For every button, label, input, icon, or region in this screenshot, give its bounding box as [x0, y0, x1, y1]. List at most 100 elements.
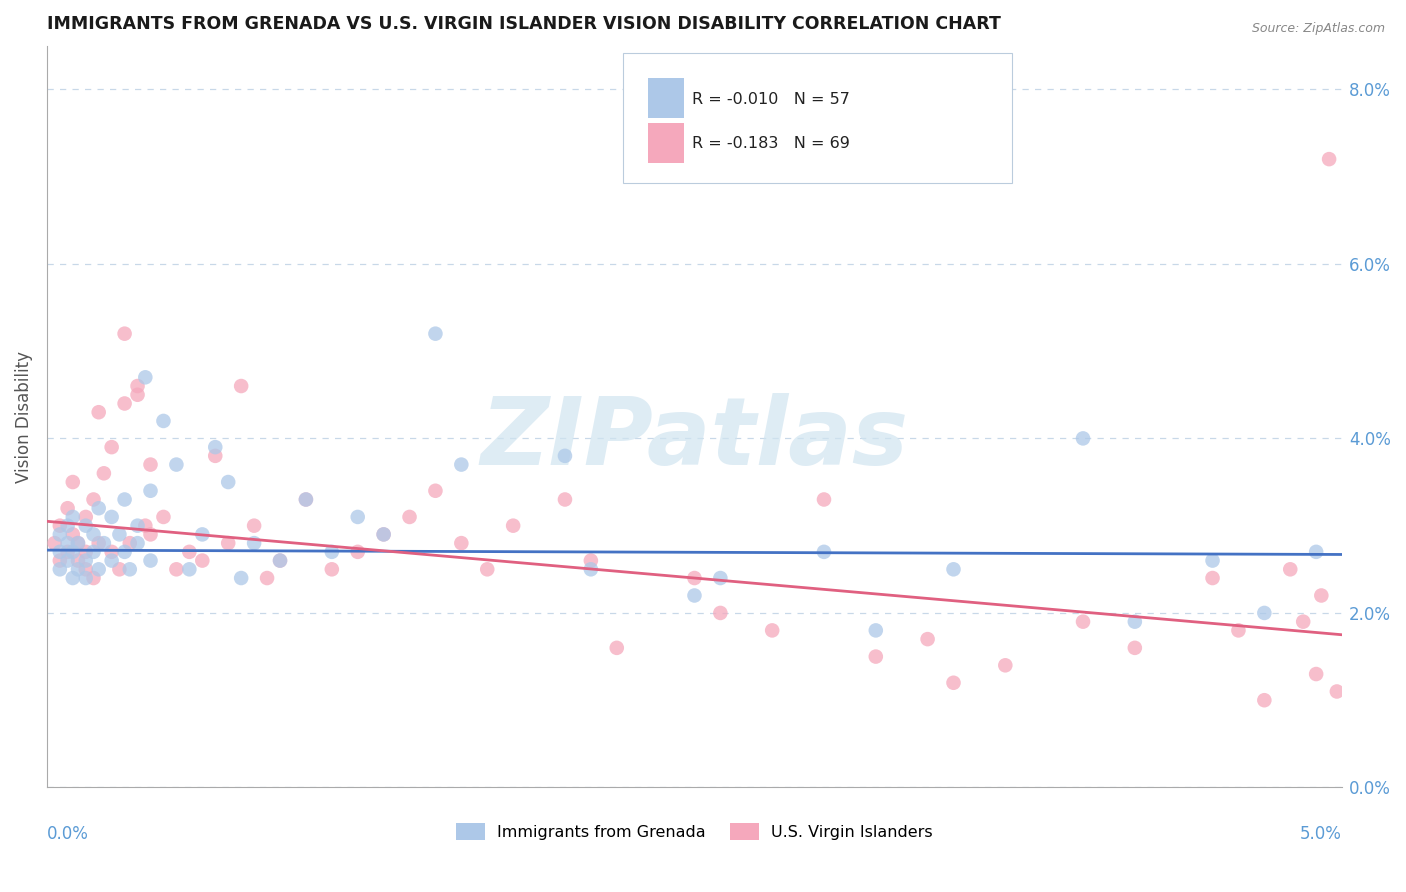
Point: [56, 501, 79, 516]
Point: [865, 624, 887, 638]
Point: [114, 326, 136, 341]
Point: [295, 492, 318, 507]
Point: [256, 571, 278, 585]
Point: [62, 475, 84, 489]
Point: [425, 326, 447, 341]
Point: [204, 440, 226, 454]
Point: [204, 449, 226, 463]
Point: [139, 483, 162, 498]
Point: [83, 571, 105, 585]
Text: Source: ZipAtlas.com: Source: ZipAtlas.com: [1251, 22, 1385, 36]
Point: [994, 658, 1017, 673]
Point: [179, 545, 201, 559]
Point: [75, 545, 97, 559]
Point: [1123, 640, 1146, 655]
Point: [108, 527, 131, 541]
Point: [217, 536, 239, 550]
Point: [321, 545, 343, 559]
Point: [1305, 667, 1327, 681]
Point: [66, 553, 89, 567]
Point: [56, 536, 79, 550]
Point: [942, 675, 965, 690]
Point: [683, 589, 706, 603]
Point: [425, 483, 447, 498]
Point: [100, 545, 122, 559]
Point: [1123, 615, 1146, 629]
Point: [709, 571, 731, 585]
Point: [62, 510, 84, 524]
Point: [139, 458, 162, 472]
Point: [152, 510, 174, 524]
Point: [83, 545, 105, 559]
Point: [66, 536, 89, 550]
Point: [75, 518, 97, 533]
Point: [118, 536, 141, 550]
Point: [243, 536, 266, 550]
Point: [1279, 562, 1302, 576]
FancyBboxPatch shape: [648, 123, 685, 163]
Point: [813, 545, 835, 559]
Point: [93, 467, 115, 481]
Point: [321, 562, 343, 576]
Point: [83, 492, 105, 507]
Point: [127, 536, 149, 550]
Point: [66, 536, 89, 550]
Point: [49, 527, 72, 541]
FancyBboxPatch shape: [648, 78, 685, 119]
Point: [75, 571, 97, 585]
Point: [450, 458, 472, 472]
Point: [114, 492, 136, 507]
Point: [44, 536, 66, 550]
Point: [1305, 545, 1327, 559]
Y-axis label: Vision Disability: Vision Disability: [15, 351, 32, 483]
Point: [554, 449, 576, 463]
Point: [127, 518, 149, 533]
Point: [56, 553, 79, 567]
Point: [191, 553, 214, 567]
Point: [1310, 589, 1333, 603]
Point: [709, 606, 731, 620]
Text: R = -0.183   N = 69: R = -0.183 N = 69: [692, 136, 849, 151]
Point: [49, 562, 72, 576]
Point: [346, 510, 368, 524]
Point: [134, 518, 156, 533]
Point: [118, 562, 141, 576]
Point: [346, 545, 368, 559]
FancyBboxPatch shape: [623, 54, 1012, 183]
Point: [62, 571, 84, 585]
Point: [100, 510, 122, 524]
Point: [87, 405, 110, 419]
Point: [114, 396, 136, 410]
Point: [87, 501, 110, 516]
Point: [75, 510, 97, 524]
Point: [49, 518, 72, 533]
Point: [66, 562, 89, 576]
Point: [373, 527, 395, 541]
Point: [139, 553, 162, 567]
Point: [477, 562, 499, 576]
Point: [1317, 152, 1340, 166]
Point: [450, 536, 472, 550]
Point: [231, 571, 253, 585]
Point: [865, 649, 887, 664]
Point: [683, 571, 706, 585]
Point: [1326, 684, 1348, 698]
Point: [62, 545, 84, 559]
Point: [1201, 553, 1223, 567]
Point: [56, 545, 79, 559]
Point: [165, 562, 187, 576]
Point: [1071, 431, 1094, 445]
Point: [1071, 615, 1094, 629]
Text: 5.0%: 5.0%: [1301, 824, 1343, 843]
Point: [554, 492, 576, 507]
Point: [761, 624, 783, 638]
Point: [502, 518, 524, 533]
Point: [269, 553, 291, 567]
Text: IMMIGRANTS FROM GRENADA VS U.S. VIRGIN ISLANDER VISION DISABILITY CORRELATION CH: IMMIGRANTS FROM GRENADA VS U.S. VIRGIN I…: [46, 15, 1001, 33]
Point: [243, 518, 266, 533]
Point: [1253, 693, 1275, 707]
Point: [49, 553, 72, 567]
Point: [75, 562, 97, 576]
Point: [217, 475, 239, 489]
Point: [87, 562, 110, 576]
